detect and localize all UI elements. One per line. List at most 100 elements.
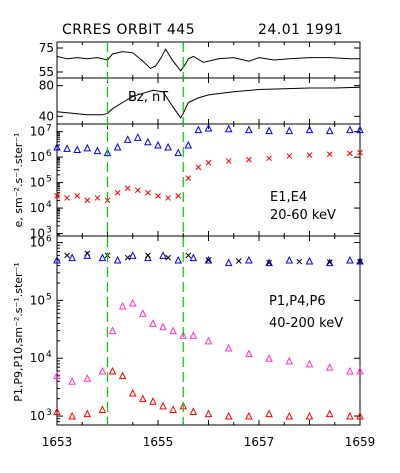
- panel-2-ytick-label-1: 40: [39, 109, 54, 123]
- panel-3-E1-point-6: [113, 142, 122, 151]
- panel-3-ytick-label-4: 10: [30, 125, 45, 139]
- panel-3-E1-point-18: [265, 126, 273, 135]
- panel-4-P6-point-2: [83, 409, 92, 418]
- panel-3-E4-point-22: [347, 150, 353, 157]
- panel-4-ylabel: P1,P9,P10,sm⁻².s⁻¹.ster⁻¹: [12, 262, 25, 402]
- panel-4-P1-point-7: [159, 251, 167, 259]
- data-layer: [53, 48, 364, 420]
- panel-3-E4-point-7: [124, 185, 131, 192]
- panel-4-P6-point-13: [204, 409, 213, 418]
- panel-4-P4-point-8: [149, 319, 157, 327]
- panel-4-P1-point-3: [98, 253, 107, 262]
- panel-3-ytick-exp-1: 4: [46, 200, 52, 210]
- panel-3-E1-point-23: [356, 125, 364, 134]
- panel-1-ytick-label-1: 55: [39, 65, 54, 79]
- panel-4-P1-point-14: [285, 255, 294, 264]
- panel-4-ytick-exp-0: 3: [46, 408, 52, 418]
- panel-3-E1-point-4: [93, 146, 102, 155]
- panel-3-E1-point-17: [245, 125, 253, 134]
- panel-3-E4-point-13: [185, 175, 192, 181]
- panel-4-P4-point-20: [346, 366, 354, 375]
- panel-4-P1-point-11: [224, 258, 233, 267]
- panel-3-E4-point-2: [74, 193, 81, 199]
- panel-3-E1-point-19: [285, 126, 294, 135]
- panel-4-P6-point-3: [98, 405, 107, 413]
- panel-4-P6-point-9: [159, 401, 167, 410]
- panel-4-P4-point-5: [118, 301, 127, 310]
- panel-4-P1-point-13: [265, 258, 273, 267]
- panel-4-P6-point-10: [169, 405, 177, 413]
- panel-1-series-line: [56, 48, 360, 72]
- panel-3-E4-point-14: [195, 164, 202, 171]
- panel-3-E4-point-3: [84, 197, 91, 204]
- panel-3-ytick-exp-4: 7: [46, 124, 52, 134]
- panel-4-P9-point-4: [145, 252, 151, 259]
- panel-3-E4-point-23: [357, 149, 363, 156]
- panel-4-P9-point-0: [64, 252, 70, 259]
- panel-4-P6-point-1: [68, 411, 76, 420]
- panel-4-ytick-label-1: 10: [30, 351, 45, 365]
- panel-3-annotation-line2: 20-60 keV: [270, 208, 336, 223]
- panel-1-ytick-label-0: 75: [39, 41, 54, 55]
- panel-4-P4-point-1: [68, 377, 76, 385]
- panel-4-P9-point-8: [235, 258, 242, 264]
- panel-3-E4-point-12: [175, 193, 182, 199]
- panel-2-annotation: Bz, nT: [128, 90, 168, 105]
- panel-3-E1-point-21: [325, 126, 334, 135]
- panel-4-P6-point-12: [189, 407, 198, 415]
- panel-3-E1-point-11: [164, 142, 172, 151]
- panel-3-E1-point-22: [346, 125, 354, 134]
- panel-4-P6-point-0: [53, 407, 61, 415]
- panel-4-annotation-line1: P1,P4,P6: [269, 294, 326, 309]
- panel-3-E1-point-0: [53, 142, 61, 151]
- panel-3-E4-point-15: [205, 159, 212, 166]
- panel-3-ytick-exp-3: 6: [46, 149, 52, 159]
- panel-4-P9-point-6: [185, 252, 192, 259]
- panel-4-P4-point-7: [139, 309, 147, 317]
- xtick-label-1659: 1659: [345, 435, 376, 449]
- panel-3-ytick-label-2: 10: [30, 176, 45, 190]
- panel-3-E1-point-13: [184, 140, 193, 149]
- panel-4-P6-point-18: [305, 411, 314, 420]
- panel-4-P1-point-15: [305, 256, 314, 265]
- panel-4-P1-point-16: [325, 258, 334, 267]
- panel-3-ytick-exp-2: 5: [46, 175, 52, 185]
- panel-3-E1-point-1: [63, 144, 71, 152]
- chart-title: CRRES ORBIT 445: [62, 22, 195, 38]
- panel-4-ytick-exp-1: 4: [46, 350, 52, 360]
- panel-4-P4-point-18: [305, 359, 314, 368]
- panel-3-E1-point-7: [123, 135, 132, 143]
- panel-4-P6-point-15: [245, 411, 253, 420]
- panel-2-frame: [56, 77, 361, 125]
- panel-4-P4-point-15: [245, 349, 253, 358]
- panel-4-annotation-line2: 40-200 keV: [269, 316, 343, 331]
- event-markers: [106, 42, 184, 425]
- panel-1-frame: [56, 41, 361, 79]
- panel-4-P4-point-21: [356, 366, 364, 375]
- panel-4-P9-point-10: [296, 258, 303, 265]
- panel-4-P4-point-6: [128, 298, 137, 307]
- panel-3-E4-point-16: [225, 158, 232, 164]
- panel-3-ytick-label-3: 10: [30, 150, 45, 164]
- panel-3-ylabel: e, sm⁻².s⁻¹.ster⁻¹: [12, 133, 25, 228]
- panel-3-E4-point-19: [286, 153, 293, 159]
- xtick-label-1657: 1657: [244, 435, 275, 449]
- panel-4-P4-point-0: [53, 371, 61, 380]
- chart-date: 24.01 1991: [258, 22, 343, 38]
- panel-3-annotation-line1: E1,E4: [270, 190, 307, 205]
- panel-3-E1-point-16: [224, 124, 233, 133]
- panel-3-ytick-label-0: 10: [30, 227, 45, 241]
- panel-3-ytick-label-1: 10: [30, 201, 45, 215]
- panel-4-P1-point-12: [245, 255, 253, 264]
- panel-4-P4-point-4: [108, 326, 117, 335]
- panel-4-ytick-label-0: 10: [30, 409, 45, 423]
- xtick-label-1653: 1653: [42, 435, 73, 449]
- panel-4-P1-point-0: [53, 255, 61, 264]
- panel-3-E1-point-12: [174, 148, 183, 157]
- panel-3-E4-point-20: [306, 152, 313, 158]
- panel-4-P4-point-12: [189, 331, 198, 339]
- panel-4-P1-point-17: [346, 255, 354, 264]
- panel-3-E4-point-18: [266, 155, 272, 162]
- panel-4-P4-point-10: [169, 326, 177, 335]
